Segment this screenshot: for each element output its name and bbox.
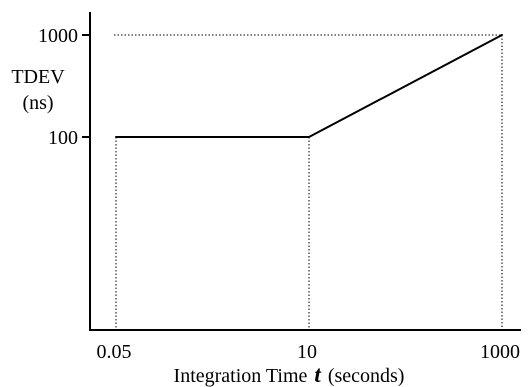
x-axis-label-unit: (seconds) <box>328 365 405 387</box>
y-tick-label-1: 1000 <box>38 25 78 47</box>
y-axis-label-line2: (ns) <box>22 92 53 114</box>
tdev-series-line-0 <box>116 34 503 138</box>
x-axis-label: Integration Time t (seconds) <box>174 362 405 387</box>
x-tick-label-0: 0.05 <box>97 341 132 363</box>
x-tick-label-2: 1000 <box>480 341 520 363</box>
x-axis-label-text: Integration Time <box>174 365 308 387</box>
tdev-series-point-0-2 <box>501 34 503 36</box>
tdev-series-point-0-0 <box>115 136 117 138</box>
reference-lines <box>114 34 503 330</box>
ticks: 100 1000 0.05 10 1000 <box>38 25 520 363</box>
y-tick-label-0: 100 <box>48 127 78 149</box>
tdev-series-point-0-1 <box>308 136 310 138</box>
series <box>115 34 503 138</box>
y-axis-label-line1: TDEV <box>11 66 65 88</box>
axes <box>89 12 521 331</box>
x-tick-label-1: 10 <box>297 341 317 363</box>
x-axis-label-symbol: t <box>314 362 321 387</box>
